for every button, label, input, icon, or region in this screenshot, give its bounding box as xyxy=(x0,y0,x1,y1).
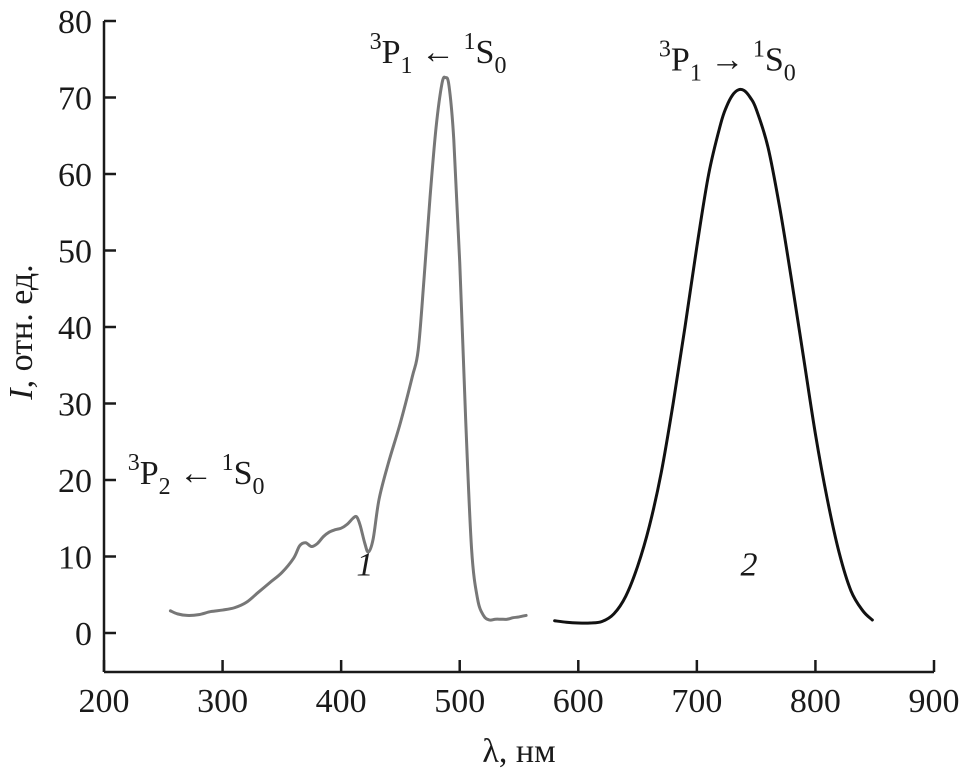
annotation-part-sub: 0 xyxy=(494,53,506,79)
y-tick-label: 80 xyxy=(58,4,92,41)
annotation-part-main: ← xyxy=(171,455,222,492)
y-axis-title: I, отн. ед. xyxy=(3,264,40,400)
x-tick-label: 500 xyxy=(434,683,485,720)
annotation-part-sup: 1 xyxy=(753,37,765,63)
y-tick-label: 0 xyxy=(75,616,92,653)
annotation-part-main: S xyxy=(765,42,784,79)
y-tick-label: 30 xyxy=(58,387,92,424)
x-tick-label: 800 xyxy=(790,683,841,720)
annotation-part-sub: 0 xyxy=(784,61,796,87)
series-line-1 xyxy=(168,75,528,622)
annotation-part-sub: 2 xyxy=(159,474,171,500)
y-tick-label: 60 xyxy=(58,157,92,194)
annotation-part-sup: 1 xyxy=(464,29,476,55)
y-axis-title-units: , отн. ед. xyxy=(3,264,40,388)
y-tick-label: 50 xyxy=(58,234,92,271)
annotation-part-sub: 1 xyxy=(690,61,702,87)
y-tick-label: 40 xyxy=(58,310,92,347)
annotation-part-main: ← xyxy=(413,34,464,71)
annotation-part-sup: 1 xyxy=(222,450,234,476)
annotation-p1e: 3P1 → 1S0 xyxy=(659,37,796,87)
annotation-part-sup: 3 xyxy=(370,29,382,55)
x-tick-label: 900 xyxy=(909,683,960,720)
annotation-part-sub: 0 xyxy=(253,474,265,500)
annotation-p2: 3P2 ← 1S0 xyxy=(128,450,265,500)
axes xyxy=(102,21,934,674)
y-tick-label: 70 xyxy=(58,81,92,118)
y-tick-label: 10 xyxy=(58,540,92,577)
annotation-part-sub: 1 xyxy=(401,53,413,79)
annotation-part-main: P xyxy=(140,455,159,492)
annotation-part-main: P xyxy=(671,42,690,79)
annotation-part-main: → xyxy=(702,42,753,79)
curve-label-1: 1 xyxy=(356,547,373,584)
annotation-part-main: P xyxy=(382,34,401,71)
annotation-part-main: S xyxy=(476,34,495,71)
y-axis-title-symbol: I xyxy=(3,387,40,401)
x-tick-label: 300 xyxy=(197,683,248,720)
curve-label-2: 2 xyxy=(741,547,758,584)
x-tick-label: 700 xyxy=(671,683,722,720)
x-tick-label: 400 xyxy=(316,683,367,720)
annotation-part-main: S xyxy=(234,455,253,492)
ticks: 200 300 400 500 600 700 800 9000102030405060708… xyxy=(58,4,960,720)
y-tick-label: 20 xyxy=(58,463,92,500)
x-tick-label: 200 xyxy=(79,683,130,720)
x-tick-label: 600 xyxy=(553,683,604,720)
series-layer xyxy=(168,75,874,625)
series-line-2 xyxy=(553,87,874,625)
annotation-p1a: 3P1 ← 1S0 xyxy=(370,29,507,79)
x-axis-title: λ, нм xyxy=(482,733,555,770)
annotation-part-sup: 3 xyxy=(128,450,140,476)
annotation-part-sup: 3 xyxy=(659,37,671,63)
